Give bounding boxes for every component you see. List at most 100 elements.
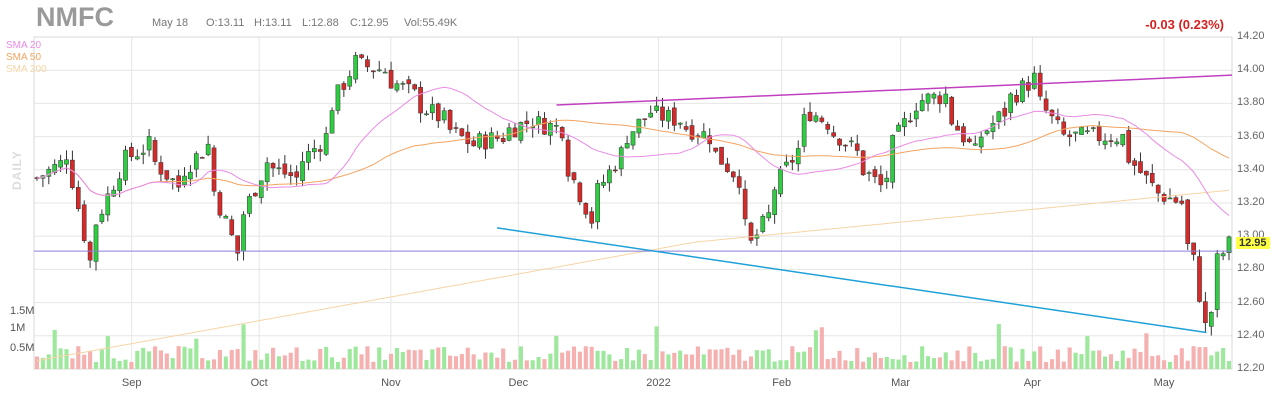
candle-down xyxy=(736,176,742,188)
candle-up xyxy=(323,133,329,155)
volume-bar xyxy=(430,349,435,369)
volume-bar xyxy=(459,354,464,369)
candle-down xyxy=(317,149,323,152)
candle-up xyxy=(58,160,63,168)
high-value: H:13.11 xyxy=(254,17,292,29)
volume-value: Vol:55.49K xyxy=(404,17,458,29)
volume-bar xyxy=(619,359,624,369)
price-tick-label: 12.20 xyxy=(1237,362,1265,374)
candle-up xyxy=(329,110,335,134)
volume-bar xyxy=(1215,351,1220,369)
volume-bar xyxy=(70,358,75,369)
volume-bar xyxy=(259,359,264,369)
volume-bar xyxy=(383,359,388,369)
candle-down xyxy=(75,187,81,210)
volume-bar xyxy=(182,346,187,369)
volume-bar xyxy=(595,350,600,369)
candle-down xyxy=(1061,121,1067,135)
candle-down xyxy=(854,143,860,151)
volume-bar xyxy=(571,346,577,369)
volume-bar xyxy=(855,348,860,369)
candle-down xyxy=(129,147,134,158)
volume-bar xyxy=(589,346,594,369)
volume-bar xyxy=(973,352,978,369)
candle-up xyxy=(630,131,636,146)
candle-down xyxy=(229,219,235,236)
volume-bar xyxy=(849,361,854,369)
candle-up xyxy=(1020,80,1025,102)
candle-down xyxy=(713,147,718,152)
candle-up xyxy=(64,159,69,165)
candle-up xyxy=(258,180,264,198)
candle-down xyxy=(465,131,471,145)
candle-up xyxy=(666,110,671,122)
volume-bar xyxy=(613,360,618,369)
volume-bar xyxy=(961,361,966,369)
volume-bar xyxy=(117,360,122,369)
volume-bar xyxy=(996,324,1001,369)
volume-bar xyxy=(548,353,553,369)
volume-bar xyxy=(300,360,305,369)
volume-bar xyxy=(819,327,824,369)
volume-bar xyxy=(418,349,423,369)
candle-down xyxy=(199,157,205,159)
volume-bar xyxy=(152,346,158,369)
volume-bar xyxy=(1185,360,1190,369)
candle-up xyxy=(1120,133,1126,146)
volume-bar xyxy=(1032,351,1037,369)
candle-down xyxy=(1155,184,1161,194)
volume-bar xyxy=(1167,361,1173,369)
volume-bar xyxy=(1156,355,1161,369)
candle-down xyxy=(1173,197,1179,203)
volume-bar xyxy=(147,351,152,369)
candle-down xyxy=(843,144,848,147)
candle-down xyxy=(1055,116,1061,121)
candle-up xyxy=(300,161,305,181)
candle-down xyxy=(211,147,217,192)
sma-200-line xyxy=(36,189,1230,362)
candle-up xyxy=(424,113,429,116)
candle-down xyxy=(365,59,370,68)
candle-down xyxy=(388,69,394,89)
volume-bar xyxy=(1049,359,1055,369)
candle-down xyxy=(483,134,488,150)
price-tick-label: 13.20 xyxy=(1237,196,1265,208)
date-tick-label: Sep xyxy=(121,377,142,389)
candle-down xyxy=(81,204,87,241)
candle-up xyxy=(701,131,707,139)
candle-up xyxy=(441,110,447,121)
volume-bar xyxy=(1226,361,1232,369)
volume-bar xyxy=(329,357,335,369)
volume-bar xyxy=(654,326,659,369)
candle-up xyxy=(223,215,229,219)
volume-bar xyxy=(406,349,411,369)
volume-bar xyxy=(737,349,742,369)
candle-down xyxy=(571,172,577,181)
volume-bar xyxy=(365,346,370,369)
volume-bar xyxy=(884,356,889,369)
volume-bar xyxy=(1197,347,1202,369)
volume-bar xyxy=(878,357,883,369)
volume-bar xyxy=(802,351,807,369)
volume-bar xyxy=(501,348,506,369)
volume-bar xyxy=(955,350,960,369)
candle-down xyxy=(725,163,730,172)
candle-down xyxy=(253,192,258,197)
candle-down xyxy=(872,169,878,177)
candle-down xyxy=(642,118,648,120)
candle-down xyxy=(742,188,748,220)
price-tick-label: 14.20 xyxy=(1237,30,1265,42)
volume-bar xyxy=(512,359,518,369)
candle-up xyxy=(849,140,854,143)
candle-up xyxy=(140,152,146,155)
volume-bar xyxy=(1120,350,1125,369)
volume-bar xyxy=(536,357,541,369)
volume-bar xyxy=(931,358,937,369)
volume-bar xyxy=(979,361,984,369)
volume-bar xyxy=(925,356,931,369)
price-tick-label: 13.60 xyxy=(1237,129,1265,142)
candle-down xyxy=(807,111,813,122)
volume-bar xyxy=(601,350,606,369)
volume-bar xyxy=(1138,351,1143,369)
candle-down xyxy=(961,126,966,143)
